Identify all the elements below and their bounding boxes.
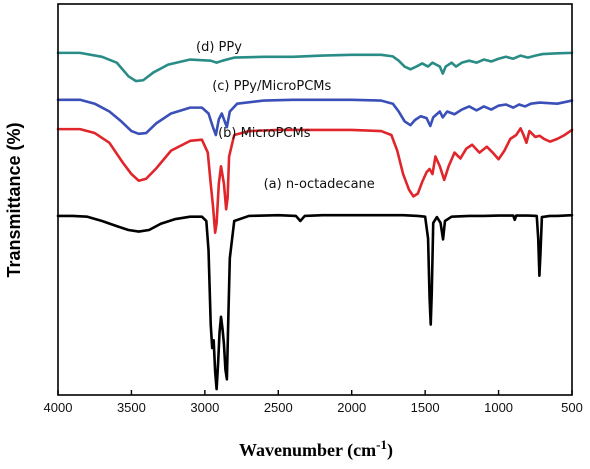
series-label: (d) PPy xyxy=(196,40,242,55)
series-label: (a) n-octadecane xyxy=(264,177,375,192)
x-axis-label-text: Wavenumber (cm xyxy=(239,440,376,461)
x-tick-label: 2000 xyxy=(337,400,366,415)
series-line xyxy=(56,213,574,391)
x-axis-ticks: 4000 3500 3000 2500 2000 1500 1000 500 xyxy=(44,390,583,415)
series-labels: (d) PPy (c) PPy/MicroPCMs (b) MicroPCMs (a)… xyxy=(196,40,375,192)
series-line xyxy=(56,127,574,235)
x-tick-label: 2500 xyxy=(264,400,293,415)
x-tick-label: 3000 xyxy=(190,400,219,415)
x-axis-label-superscript: -1 xyxy=(376,437,387,452)
y-axis-label: Transmittance (%) xyxy=(4,122,24,277)
plot-lines xyxy=(56,51,574,391)
series-line xyxy=(56,98,574,137)
x-axis-label: Wavenumber (cm-1) xyxy=(239,437,393,461)
series-label: (b) MicroPCMs xyxy=(218,126,311,141)
plot-frame xyxy=(57,3,573,396)
x-tick-label: 500 xyxy=(561,400,583,415)
x-tick-label: 3500 xyxy=(117,400,146,415)
x-tick-label: 1500 xyxy=(411,400,440,415)
series-line xyxy=(56,51,574,83)
series-label: (c) PPy/MicroPCMs xyxy=(212,79,331,94)
x-tick-label: 4000 xyxy=(44,400,73,415)
x-axis-label-close: ) xyxy=(387,440,393,461)
x-tick-label: 1000 xyxy=(484,400,513,415)
